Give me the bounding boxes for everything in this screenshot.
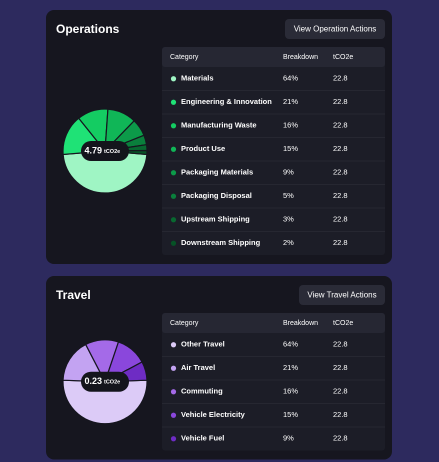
column-header: Category — [170, 320, 199, 327]
breakdown: 9% — [283, 168, 294, 177]
table-header — [162, 313, 385, 333]
emissions: 22.8 — [333, 434, 348, 443]
breakdown: 15% — [283, 410, 298, 419]
column-header: Breakdown — [283, 320, 318, 327]
legend-dot — [170, 170, 177, 176]
column-header: Category — [170, 54, 199, 61]
pie-segment — [62, 150, 148, 194]
total-pill — [81, 371, 129, 392]
breakdown: 15% — [283, 144, 298, 153]
card: Travel View Travel Actions Category Breakdo… — [46, 276, 392, 460]
breakdown: 21% — [283, 363, 298, 372]
legend-dot — [170, 436, 177, 442]
column-header: tCO2e — [333, 54, 353, 61]
category-name: Packaging Disposal — [181, 191, 252, 200]
category-name: Other Travel — [181, 340, 225, 349]
emissions: 22.8 — [333, 97, 348, 106]
total-unit: tCO2e — [104, 149, 120, 155]
total-unit: tCO2e — [104, 380, 120, 386]
action-button[interactable]: View Travel Actions — [299, 285, 385, 305]
emissions: 22.8 — [333, 74, 348, 83]
button-label[interactable]: View Travel Actions — [307, 291, 376, 300]
card-title: Travel — [56, 288, 91, 302]
legend-dot — [170, 240, 177, 246]
emissions: 22.8 — [333, 215, 348, 224]
legend-dot — [170, 99, 177, 105]
category-name: Downstream Shipping — [181, 238, 261, 247]
emissions: 22.8 — [333, 363, 348, 372]
category-name: Air Travel — [181, 363, 215, 372]
emissions: 22.8 — [333, 387, 348, 396]
breakdown: 2% — [283, 238, 294, 247]
table-bg — [162, 313, 385, 451]
breakdown: 16% — [283, 387, 298, 396]
emissions: 22.8 — [333, 144, 348, 153]
breakdown: 16% — [283, 121, 298, 130]
breakdown: 9% — [283, 434, 294, 443]
category-name: Materials — [181, 74, 214, 83]
action-button[interactable]: View Operation Actions — [285, 19, 385, 39]
card-title: Operations — [56, 22, 120, 36]
category-name: Engineering & Innovation — [181, 97, 272, 106]
emissions: 22.8 — [333, 340, 348, 349]
breakdown: 64% — [283, 340, 298, 349]
legend-dot — [170, 76, 177, 82]
legend-dot — [170, 146, 177, 152]
category-name: Commuting — [181, 387, 223, 396]
legend-dot — [170, 365, 177, 371]
category-name: Packaging Materials — [181, 168, 253, 177]
legend-dot — [170, 412, 177, 418]
category-name: Vehicle Fuel — [181, 434, 224, 443]
pie-segment — [62, 379, 148, 425]
column-header: Breakdown — [283, 54, 318, 61]
emissions: 22.8 — [333, 238, 348, 247]
breakdown: 21% — [283, 97, 298, 106]
category-name: Product Use — [181, 144, 225, 153]
column-header: tCO2e — [333, 320, 353, 327]
emissions: 22.8 — [333, 168, 348, 177]
legend-dot — [170, 123, 177, 129]
breakdown: 64% — [283, 74, 298, 83]
total-pill — [81, 141, 129, 161]
card: Operations View Operation Actions Category… — [46, 10, 392, 264]
total-value: 0.23 — [84, 376, 102, 386]
emissions: 22.8 — [333, 191, 348, 200]
total-value: 4.79 — [84, 145, 102, 155]
category-name: Manufacturing Waste — [181, 121, 257, 130]
breakdown: 5% — [283, 191, 294, 200]
table-header — [162, 47, 385, 67]
button-bg[interactable] — [299, 285, 385, 305]
breakdown: 3% — [283, 215, 294, 224]
button-bg[interactable] — [285, 19, 385, 39]
emissions: 22.8 — [333, 410, 348, 419]
button-label[interactable]: View Operation Actions — [294, 25, 377, 34]
category-name: Upstream Shipping — [181, 215, 250, 224]
emissions: 22.8 — [333, 121, 348, 130]
legend-dot — [170, 193, 177, 199]
category-name: Vehicle Electricity — [181, 410, 246, 419]
legend-dot — [170, 217, 177, 223]
legend-dot — [170, 342, 177, 348]
table-bg — [162, 47, 385, 255]
legend-dot — [170, 389, 177, 395]
